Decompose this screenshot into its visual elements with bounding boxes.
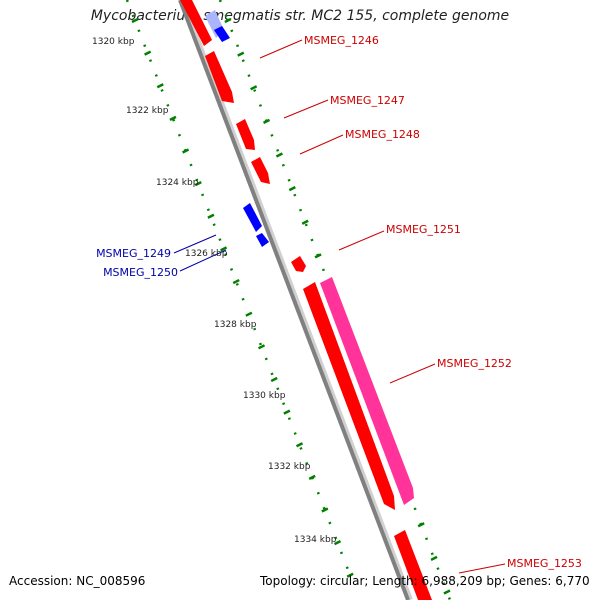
scale-tick: [182, 148, 190, 154]
gene-label[interactable]: MSMEG_1246: [304, 34, 379, 47]
gene-arrow-forward[interactable]: [251, 157, 270, 184]
scale-tick: [194, 181, 202, 187]
length-text: Length: 6,988,209 bp: [372, 574, 502, 588]
scale-tick: [346, 572, 354, 578]
genes-count-text: Genes: 6,770: [509, 574, 590, 588]
accession-text: Accession: NC_008596: [9, 574, 146, 588]
gene-arrow-reverse[interactable]: [256, 233, 269, 247]
scale-tick: [270, 376, 278, 383]
gene-MSMEG_1252[interactable]: [303, 282, 395, 510]
gene-arrow-forward[interactable]: [205, 51, 234, 103]
scale-label: 1326 kbp: [185, 249, 228, 259]
scale-tick: [220, 246, 228, 252]
scale-tick: [131, 17, 139, 24]
gene-arrow-forward[interactable]: [303, 282, 395, 510]
scale-tick: [283, 409, 291, 415]
gene-MSMEG_1250[interactable]: [256, 233, 269, 247]
scale-tick: [156, 83, 164, 89]
scale-label: 1330 kbp: [243, 391, 286, 401]
gene-arrow-forward[interactable]: [394, 530, 432, 600]
backbone-line: [178, 0, 410, 600]
gene-top-forward[interactable]: [180, 0, 212, 46]
callout-line: [259, 39, 303, 59]
scale-tick: [262, 118, 271, 125]
gene-label[interactable]: MSMEG_1249: [96, 247, 171, 260]
scale-tick: [314, 253, 322, 259]
scale-tick: [169, 115, 177, 122]
gene-arrow-reverse[interactable]: [214, 26, 230, 42]
scale-label: 1320 kbp: [92, 37, 135, 47]
orf-arrow-forward[interactable]: [320, 277, 414, 505]
scale-tick: [144, 50, 152, 56]
scale-label: 1332 kbp: [268, 462, 311, 472]
scale-tick: [207, 213, 215, 219]
callout-line: [173, 234, 217, 254]
scale-track: [125, 0, 354, 581]
callout-line: [458, 563, 506, 574]
scale-tick: [237, 51, 245, 57]
gene-top-reverse[interactable]: [205, 10, 230, 42]
callout-line: [179, 249, 227, 272]
scale-tick: [224, 17, 232, 24]
gene-label[interactable]: MSMEG_1252: [437, 357, 512, 370]
gene-MSMEG_1247[interactable]: [236, 119, 255, 150]
scale-tick: [417, 522, 425, 528]
gene-arrow-forward[interactable]: [180, 0, 212, 46]
genome-stats: Topology: circular; Length: 6,988,209 bp…: [260, 574, 590, 588]
scale-label: 1322 kbp: [126, 106, 169, 116]
gene-label[interactable]: MSMEG_1251: [386, 223, 461, 236]
gene-MSMEG_1249[interactable]: [243, 203, 262, 232]
orf-MSMEG_1252[interactable]: [320, 277, 414, 505]
callout-line: [389, 363, 436, 384]
scale-tick: [321, 507, 329, 513]
scale-tick: [257, 344, 266, 350]
callout-line: [299, 134, 344, 155]
scale-label: 1328 kbp: [214, 320, 257, 330]
gene-arrow-forward[interactable]: [291, 256, 306, 272]
gene-arrow-reverse[interactable]: [243, 203, 262, 232]
gene-label[interactable]: MSMEG_1250: [103, 266, 178, 279]
scale-tick: [308, 474, 316, 480]
gene-label[interactable]: MSMEG_1247: [330, 94, 405, 107]
topology-text: Topology: circular: [260, 574, 365, 588]
gene-MSMEG_1251[interactable]: [291, 256, 306, 272]
gene-MSMEG_1246[interactable]: [205, 51, 234, 103]
scale-tick: [430, 555, 438, 561]
gene-MSMEG_1253[interactable]: [394, 530, 432, 600]
scale-label: 1324 kbp: [156, 178, 199, 188]
scale-tick: [295, 442, 304, 448]
scale-tick: [232, 278, 240, 285]
scale-tick: [245, 311, 253, 317]
gene-MSMEG_1248[interactable]: [251, 157, 270, 184]
scale-tick: [443, 589, 451, 595]
callout-line: [283, 99, 329, 119]
gene-label[interactable]: MSMEG_1253: [507, 557, 582, 570]
gene-label[interactable]: MSMEG_1248: [345, 128, 420, 141]
gene-arrow-forward[interactable]: [236, 119, 255, 150]
scale-tick: [288, 185, 296, 192]
scale-tick: [275, 152, 283, 158]
scale-tick: [333, 539, 342, 546]
scale-major-ticks: [131, 17, 451, 595]
scale-tick: [301, 219, 309, 225]
scale-label: 1334 kbp: [294, 535, 337, 545]
callout-line: [338, 230, 385, 251]
scale-tick: [250, 85, 258, 91]
